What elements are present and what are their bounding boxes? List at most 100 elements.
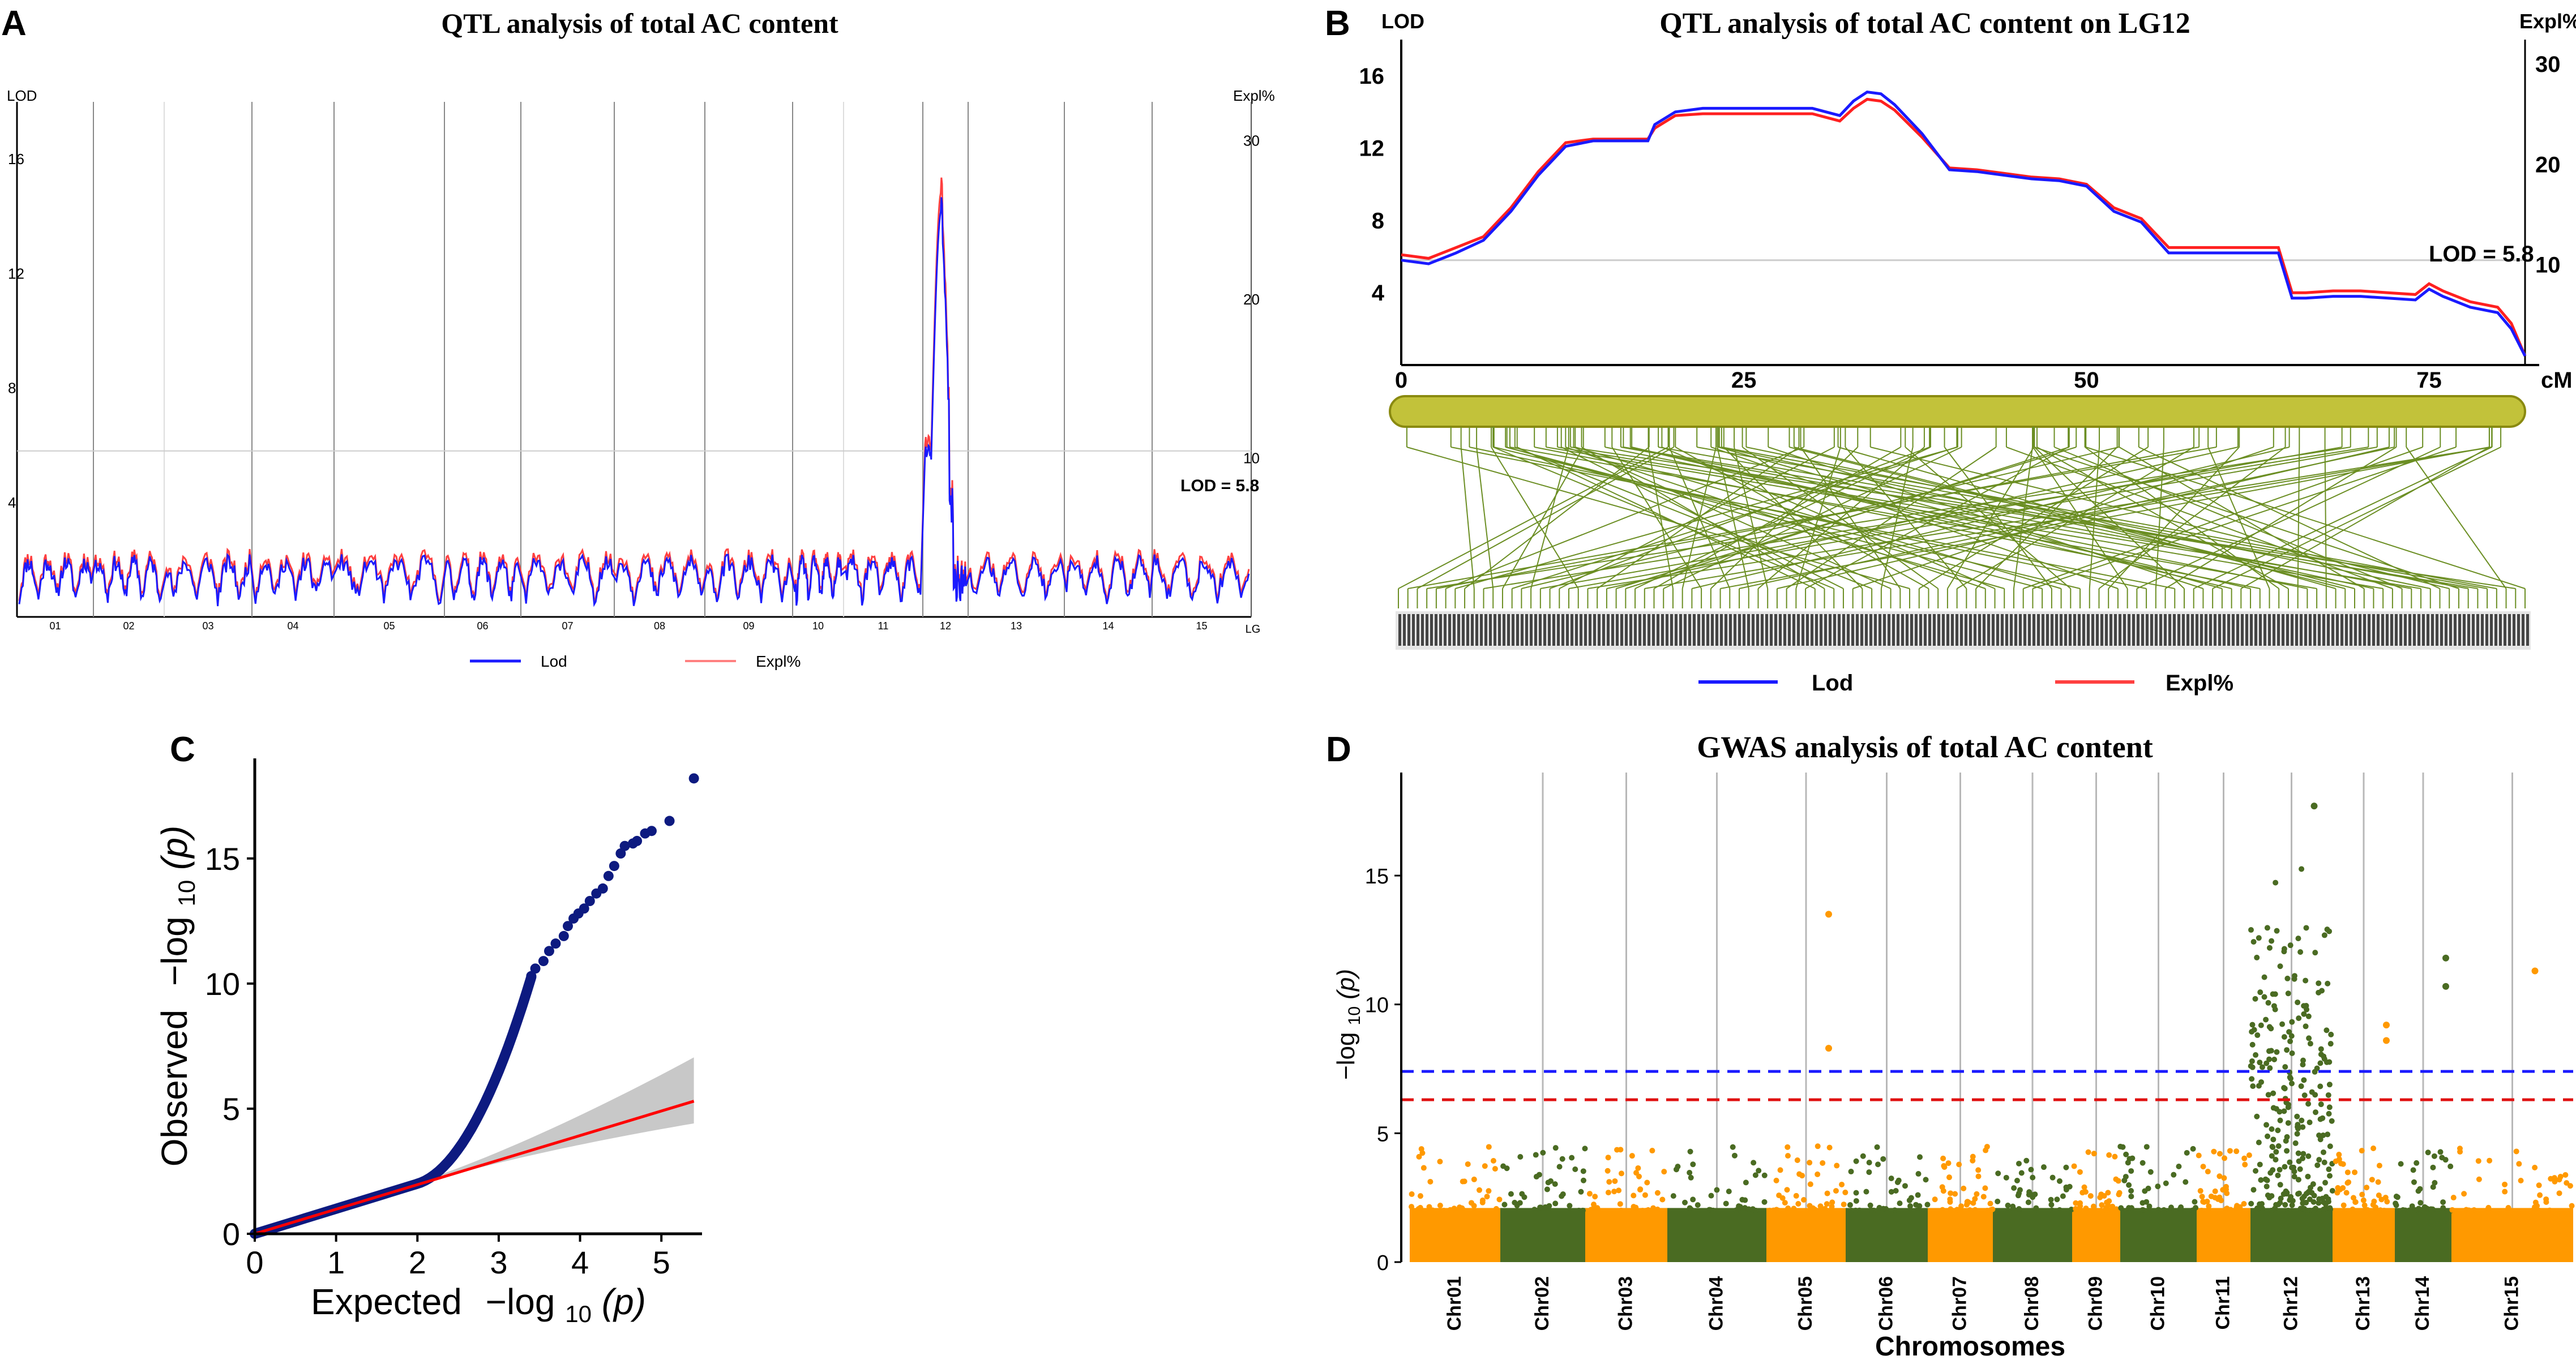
panel-b-marker-name-10 [1444, 614, 1447, 646]
panel-d-point-Chr08-15 [2056, 1207, 2062, 1213]
panel-d-x-label: Chromosomes [1875, 1332, 2065, 1360]
panel-b-marker-name-205 [2327, 614, 2330, 646]
panel-d-point-Chr12-183 [2316, 980, 2322, 986]
panel-d-point-Chr09-35 [2105, 1190, 2111, 1196]
panel-d-point-Chr04-12 [1687, 1205, 1693, 1211]
panel-d-point-Chr12-167 [2300, 1151, 2307, 1157]
panel-b-marker-link-116 [1721, 447, 2497, 589]
panel-d-point-Chr12-97 [2261, 974, 2267, 980]
panel-d-point-Chr04-14 [1761, 1199, 1768, 1205]
panel-d-point-Chr12-157 [2253, 1168, 2259, 1174]
panel-d-outlier-1 [1825, 1045, 1832, 1052]
panel-d-point-Chr02-34 [1537, 1204, 1543, 1211]
panel-b-marker-name-130 [1987, 614, 1990, 646]
panel-c-observed-curve [250, 972, 537, 1239]
panel-b-marker-name-133 [2001, 614, 2004, 646]
panel-d-point-Chr12-27 [2291, 1174, 2297, 1180]
panel-b-marker-name-91 [1811, 614, 1813, 646]
panel-b-marker-name-26 [1516, 614, 1519, 646]
panel-d-point-Chr04-26 [1742, 1197, 1748, 1203]
panel-d-point-Chr02-39 [1582, 1146, 1588, 1152]
panel-d-point-Chr03-32 [1650, 1205, 1657, 1211]
panel-d-point-Chr12-197 [2305, 1101, 2312, 1107]
panel-d-point-Chr10-28 [2118, 1205, 2124, 1211]
panel-d-point-Chr15-9 [2457, 1146, 2463, 1152]
panel-b-marker-name-3 [1412, 614, 1415, 646]
panel-d-chr-label-Chr10: Chr10 [2147, 1276, 2169, 1331]
panel-d-point-Chr13-11 [2336, 1152, 2342, 1158]
panel-b-marker-name-51 [1629, 614, 1632, 646]
panel-d-point-Chr02-18 [1544, 1186, 1550, 1192]
panel-b-marker-name-127 [1974, 614, 1976, 646]
panel-d-point-Chr02-0 [1572, 1166, 1578, 1172]
panel-d-chromosome-separators [1542, 773, 2513, 1262]
panel-d-point-Chr05-31 [1826, 1144, 1833, 1151]
panel-d-point-Chr10-7 [2126, 1205, 2132, 1211]
panel-d-point-Chr03-22 [1606, 1179, 1612, 1185]
panel-d-point-Chr12-85 [2289, 1202, 2295, 1208]
panel-d-point-Chr07-32 [1946, 1174, 1952, 1181]
panel-a-group-label-08: 08 [654, 620, 665, 632]
panel-b-marker-name-170 [2168, 614, 2171, 646]
panel-b-marker-name-58 [1661, 614, 1664, 646]
panel-c-y-label-sub: 10 [173, 880, 200, 907]
panel-d-point-Chr12-135 [2321, 1159, 2327, 1165]
panel-b-letter: B [1325, 4, 1350, 43]
panel-b-marker-name-112 [1906, 614, 1909, 646]
panel-d-point-Chr05-12 [1793, 1192, 1799, 1199]
panel-d-point-Chr06-21 [1848, 1169, 1854, 1175]
panel-b-marker-link-119 [2085, 447, 2526, 589]
panel-d-point-Chr12-115 [2254, 1206, 2260, 1212]
panel-d-point-Chr08-19 [2029, 1192, 2035, 1198]
panel-b-marker-name-97 [1838, 614, 1841, 646]
panel-b-marker-name-140 [2032, 614, 2035, 646]
panel-d-y-tick-0: 0 [1377, 1251, 1389, 1275]
panel-b-marker-name-22 [1498, 614, 1501, 646]
panel-d-point-Chr15-10 [2487, 1157, 2493, 1164]
panel-a-legend-expl: Expl% [756, 653, 801, 670]
panel-b-marker-name-19 [1484, 614, 1487, 646]
panel-d-point-Chr15-20 [2548, 1175, 2554, 1182]
panel-d-letter: D [1326, 730, 1351, 769]
panel-d-point-Chr03-1 [1586, 1191, 1593, 1197]
panel-d-point-Chr13-39 [2340, 1207, 2347, 1213]
panel-b-marker-link-57 [1741, 447, 1939, 589]
panel-c-x-label-p: (p) [602, 1281, 646, 1322]
panel-a-y-left-label: LOD [7, 87, 37, 104]
panel-d-point-Chr15-38 [2484, 1207, 2491, 1213]
panel-d-point-Chr06-12 [1848, 1207, 1855, 1213]
panel-d-point-Chr04-24 [1756, 1168, 1762, 1174]
panel-d-point-Chr02-24 [1519, 1191, 1525, 1197]
panel-d-point-Chr11-0 [2227, 1148, 2233, 1154]
panel-d-point-Chr10-12 [2147, 1169, 2154, 1175]
panel-d-point-Chr11-11 [2242, 1161, 2248, 1168]
panel-b-marker-name-59 [1666, 614, 1668, 646]
panel-d-point-Chr03-26 [1604, 1168, 1611, 1174]
panel-b-legend-lod: Lod [1812, 671, 1853, 696]
panel-d-point-Chr11-28 [2216, 1151, 2223, 1157]
panel-d-point-Chr08-39 [2015, 1192, 2021, 1199]
panel-b-marker-name-131 [1992, 614, 1995, 646]
panel-d-point-Chr12-187 [2325, 1131, 2331, 1138]
panel-d-point-Chr03-34 [1637, 1186, 1644, 1192]
panel-b-marker-name-196 [2286, 614, 2289, 646]
panel-d-point-Chr09-36 [2106, 1198, 2112, 1204]
panel-d-y-tick-10: 10 [1365, 994, 1389, 1018]
panel-d-point-Chr11-26 [2200, 1199, 2206, 1205]
panel-d-point-Chr05-22 [1785, 1144, 1791, 1150]
panel-d-point-Chr12-176 [2305, 1173, 2311, 1179]
panel-b-marker-name-109 [1892, 614, 1895, 646]
panel-d-point-Chr02-32 [1546, 1203, 1552, 1209]
panel-d-point-Chr12-137 [2266, 945, 2273, 951]
panel-d-point-Chr10-15 [2126, 1182, 2132, 1188]
panel-d-point-Chr02-29 [1501, 1202, 1508, 1208]
panel-b-marker-name-149 [2073, 614, 2076, 646]
panel-d-point-Chr12-108 [2270, 1144, 2276, 1150]
panel-b-linkage-group-bar [1389, 395, 2526, 428]
panel-d-point-Chr02-28 [1545, 1179, 1551, 1186]
panel-b-marker-name-132 [1996, 614, 1999, 646]
panel-d-point-Chr08-1 [2049, 1207, 2055, 1213]
panel-c-x-tick-2: 2 [409, 1245, 426, 1280]
panel-d-point-Chr12-248 [2297, 949, 2304, 955]
panel-d-point-Chr12-90 [2284, 1148, 2290, 1154]
